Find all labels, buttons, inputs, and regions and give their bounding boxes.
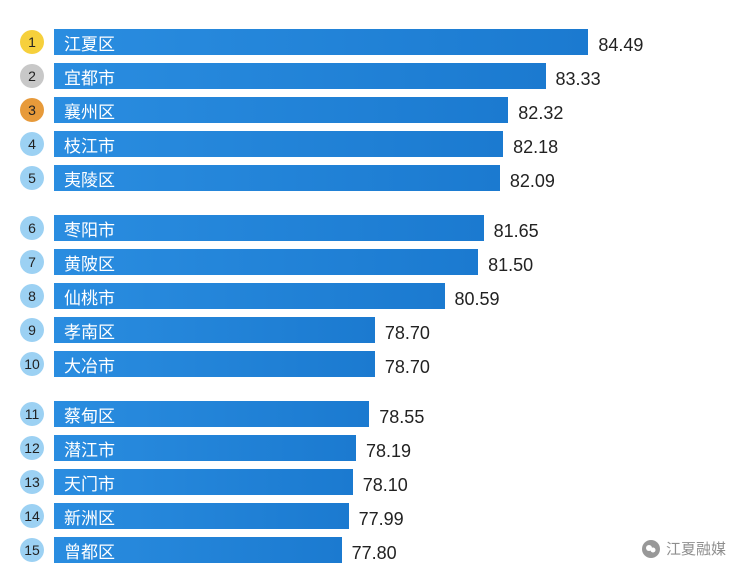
chart-group: 6 枣阳市 81.65 7 黄陂区 81.50 8 仙桃市 80.59 9 孝南区 78.70 10 大冶…: [20, 211, 730, 381]
bar-value-label: 77.99: [359, 509, 404, 530]
bar-name-label: 潜江市: [64, 435, 115, 461]
bar-value-label: 83.33: [556, 69, 601, 90]
bar-track: 天门市 78.10: [54, 469, 644, 495]
bar-track: 夷陵区 82.09: [54, 165, 644, 191]
chart-row: 13 天门市 78.10: [20, 465, 730, 499]
bar-name-label: 孝南区: [64, 317, 115, 343]
bar-name-label: 大冶市: [64, 351, 115, 377]
bar-name-label: 曾都区: [64, 537, 115, 563]
chart-group: 11 蔡甸区 78.55 12 潜江市 78.19 13 天门市 78.10 14 新洲区 77.99…: [20, 397, 730, 567]
bar-value-label: 84.49: [598, 35, 643, 56]
chart-row: 12 潜江市 78.19: [20, 431, 730, 465]
bar-track: 潜江市 78.19: [54, 435, 644, 461]
rank-badge: 7: [20, 250, 44, 274]
bar-name-label: 江夏区: [64, 29, 115, 55]
bar-name-label: 天门市: [64, 469, 115, 495]
bar-name-label: 夷陵区: [64, 165, 115, 191]
chart-row: 15 曾都区 77.80: [20, 533, 730, 567]
bar-value-label: 78.10: [363, 475, 408, 496]
bar-value-label: 82.32: [518, 103, 563, 124]
bar-fill: [54, 215, 484, 241]
rank-badge: 12: [20, 436, 44, 460]
rank-badge: 2: [20, 64, 44, 88]
bar-name-label: 枣阳市: [64, 215, 115, 241]
chart-row: 11 蔡甸区 78.55: [20, 397, 730, 431]
rank-badge: 8: [20, 284, 44, 308]
chart-row: 5 夷陵区 82.09: [20, 161, 730, 195]
bar-track: 大冶市 78.70: [54, 351, 644, 377]
bar-track: 襄州区 82.32: [54, 97, 644, 123]
bar-fill: [54, 131, 503, 157]
bar-name-label: 襄州区: [64, 97, 115, 123]
rank-badge: 15: [20, 538, 44, 562]
ranking-bar-chart: 1 江夏区 84.49 2 宜都市 83.33 3 襄州区 82.32 4 枝江市 82.18 5 夷陵区…: [20, 25, 730, 583]
chart-row: 2 宜都市 83.33: [20, 59, 730, 93]
rank-badge: 14: [20, 504, 44, 528]
rank-badge: 6: [20, 216, 44, 240]
rank-badge: 11: [20, 402, 44, 426]
bar-track: 江夏区 84.49: [54, 29, 644, 55]
bar-value-label: 82.18: [513, 137, 558, 158]
chart-row: 10 大冶市 78.70: [20, 347, 730, 381]
bar-value-label: 78.55: [379, 407, 424, 428]
chart-row: 14 新洲区 77.99: [20, 499, 730, 533]
bar-track: 孝南区 78.70: [54, 317, 644, 343]
bar-track: 枝江市 82.18: [54, 131, 644, 157]
rank-badge: 3: [20, 98, 44, 122]
bar-name-label: 枝江市: [64, 131, 115, 157]
bar-track: 曾都区 77.80: [54, 537, 644, 563]
bar-name-label: 新洲区: [64, 503, 115, 529]
bar-name-label: 黄陂区: [64, 249, 115, 275]
rank-badge: 4: [20, 132, 44, 156]
bar-value-label: 78.70: [385, 323, 430, 344]
bar-value-label: 81.65: [494, 221, 539, 242]
chart-group: 1 江夏区 84.49 2 宜都市 83.33 3 襄州区 82.32 4 枝江市 82.18 5 夷陵区…: [20, 25, 730, 195]
rank-badge: 10: [20, 352, 44, 376]
bar-value-label: 78.70: [385, 357, 430, 378]
bar-value-label: 80.59: [455, 289, 500, 310]
bar-fill: [54, 165, 500, 191]
chart-row: 3 襄州区 82.32: [20, 93, 730, 127]
watermark: 江夏融媒: [642, 538, 726, 559]
chart-row: 8 仙桃市 80.59: [20, 279, 730, 313]
bar-value-label: 77.80: [352, 543, 397, 564]
bar-track: 宜都市 83.33: [54, 63, 644, 89]
rank-badge: 5: [20, 166, 44, 190]
chart-row: 7 黄陂区 81.50: [20, 245, 730, 279]
bar-fill: [54, 29, 588, 55]
chart-row: 1 江夏区 84.49: [20, 25, 730, 59]
rank-badge: 9: [20, 318, 44, 342]
chart-row: 6 枣阳市 81.65: [20, 211, 730, 245]
bar-track: 蔡甸区 78.55: [54, 401, 644, 427]
rank-badge: 1: [20, 30, 44, 54]
bar-track: 黄陂区 81.50: [54, 249, 644, 275]
rank-badge: 13: [20, 470, 44, 494]
chart-row: 4 枝江市 82.18: [20, 127, 730, 161]
watermark-text: 江夏融媒: [666, 538, 726, 559]
wechat-icon: [642, 540, 660, 558]
bar-fill: [54, 97, 508, 123]
chart-row: 9 孝南区 78.70: [20, 313, 730, 347]
bar-track: 枣阳市 81.65: [54, 215, 644, 241]
bar-track: 新洲区 77.99: [54, 503, 644, 529]
bar-fill: [54, 249, 478, 275]
bar-track: 仙桃市 80.59: [54, 283, 644, 309]
bar-fill: [54, 63, 546, 89]
bar-value-label: 78.19: [366, 441, 411, 462]
bar-name-label: 仙桃市: [64, 283, 115, 309]
bar-value-label: 82.09: [510, 171, 555, 192]
bar-name-label: 蔡甸区: [64, 401, 115, 427]
bar-value-label: 81.50: [488, 255, 533, 276]
bar-name-label: 宜都市: [64, 63, 115, 89]
